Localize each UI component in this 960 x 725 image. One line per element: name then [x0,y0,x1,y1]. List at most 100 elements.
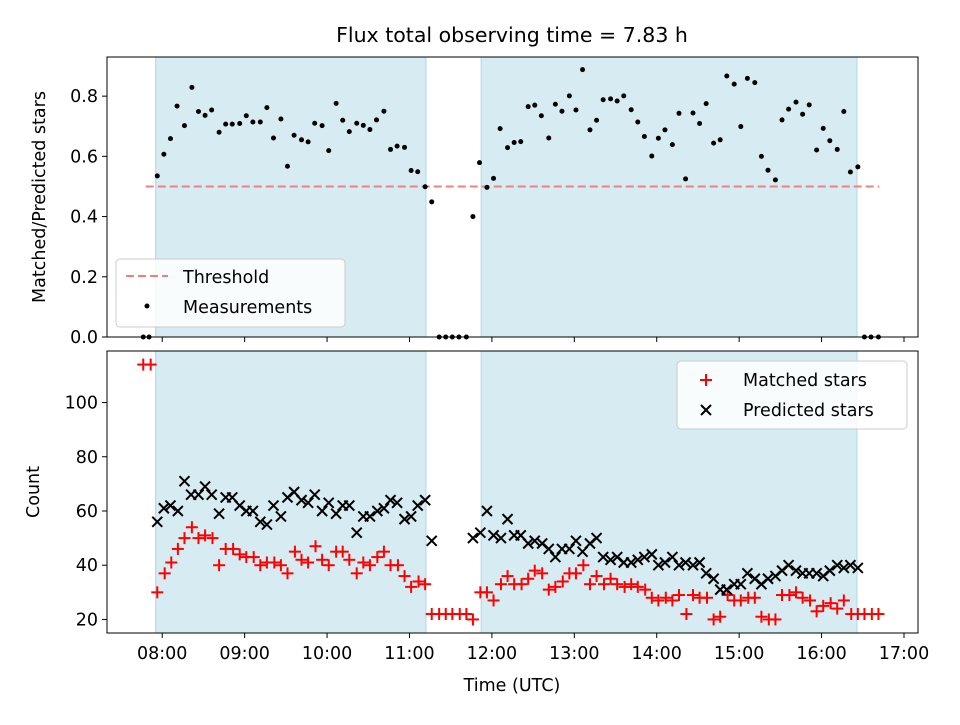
measurement-point [641,133,647,139]
predicted-star-marker [275,510,287,523]
measurement-point [402,144,408,150]
matched-star-marker [158,567,171,580]
x-tick-label: 17:00 [879,644,929,664]
measurement-point [703,101,709,107]
predicted-marker-b [673,559,685,571]
matched-star-marker [412,575,425,588]
measurement-point [662,127,668,133]
predicted-star-marker [205,489,218,501]
matched-star-marker [171,542,184,555]
measurement-point [711,140,717,146]
predicted-marker-b [213,507,225,520]
matched-star-marker [377,545,390,558]
predicted-marker-b [226,491,238,504]
predicted-star-marker [371,505,384,517]
predicted-star-marker [646,548,658,561]
measurement-point [649,153,655,159]
predicted-star-marker [295,494,308,506]
predicted-star-marker [495,532,507,544]
matched-star-marker [707,613,720,626]
measurement-point [381,108,387,114]
predicted-star-marker [824,564,836,577]
measurement-point [415,169,421,175]
matched-star-marker [288,545,301,558]
measurement-point [820,125,826,131]
measurement-point [367,127,373,133]
matched-star-marker [316,553,329,566]
matched-star-marker [734,594,747,607]
measurement-point [189,84,195,90]
legend-matched-swatch [700,374,712,386]
predicted-marker-b [659,556,671,569]
measurement-point [299,137,305,143]
predicted-marker-b [343,499,356,512]
predicted-star-marker [267,499,280,512]
predicted-star-marker [247,505,259,517]
matched-star-marker [398,570,411,583]
predicted-stars-markers [151,475,864,596]
measurement-point [635,119,641,125]
predicted-marker-b [563,543,576,555]
predicted-marker-b [604,554,617,566]
predicted-star-marker [178,475,191,487]
predicted-marker-b [700,567,712,580]
matched-star-marker [631,580,644,593]
matched-star-marker [666,594,679,607]
matched-star-marker [824,597,837,610]
predicted-star-marker [543,543,555,555]
predicted-star-marker [810,567,823,580]
measurement-point [573,107,579,113]
predicted-marker-b [288,486,300,498]
measurement-point [511,140,517,146]
bottom-legend-box [676,360,908,430]
predicted-star-marker [782,559,795,571]
measurement-point [594,117,600,123]
predicted-marker-b [852,562,864,574]
predicted-marker-b [199,480,211,493]
measurement-point [360,122,366,128]
matched-star-marker [597,578,610,591]
predicted-star-marker [322,497,335,509]
measurement-point [174,103,180,109]
predicted-star-marker [844,559,857,571]
predicted-star-marker [487,529,500,542]
matched-star-marker [686,589,699,602]
predicted-star-marker [364,510,376,523]
measurement-point [546,135,552,141]
measurement-point [525,104,531,110]
predicted-star-marker [213,507,225,520]
predicted-star-marker [343,499,356,512]
predicted-star-marker [741,567,754,580]
matched-star-marker [872,608,885,621]
predicted-star-marker [632,554,644,566]
matched-star-marker [405,580,418,593]
top-y-axis-label: Matched/Predicted stars [30,91,50,303]
measurement-point [264,105,270,111]
top-y-ticks: 0.0 0.2 0.4 0.6 0.8 [70,87,107,348]
matched-star-marker [165,556,178,569]
matched-star-marker [343,553,356,566]
measurement-point [312,120,318,126]
predicted-star-marker [549,551,562,563]
matched-star-marker [295,553,308,566]
predicted-star-marker [721,583,733,596]
top-axes-frame [106,56,919,338]
predicted-star-marker [570,535,582,547]
measurement-point [477,160,483,166]
predicted-marker-b [597,551,609,563]
predicted-star-marker [659,556,671,569]
matched-star-marker [645,591,658,604]
matched-star-marker [254,559,267,572]
matched-star-marker [233,548,246,561]
predicted-star-marker [693,556,706,569]
predicted-star-marker [474,526,487,539]
matched-star-marker [536,567,549,580]
predicted-marker-b [322,497,335,509]
matched-star-marker [213,559,226,572]
measurement-point [229,121,235,127]
measurement-point [209,107,215,113]
matched-star-marker [549,580,562,593]
matched-star-marker [522,572,535,585]
measurement-point [532,102,538,108]
measurement-point [758,153,764,159]
